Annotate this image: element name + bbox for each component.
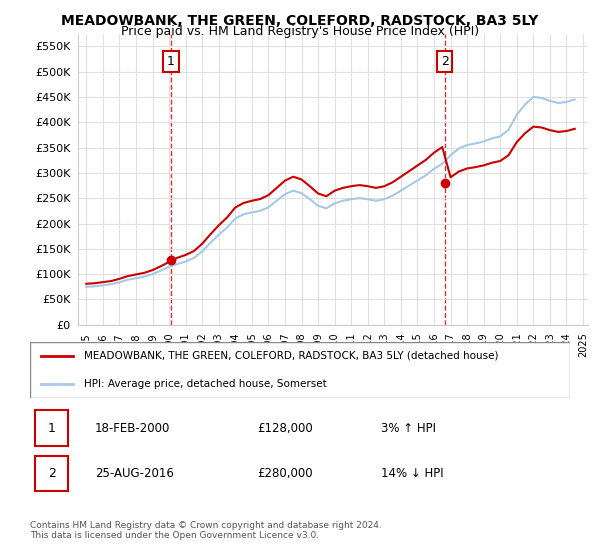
Text: 3% ↑ HPI: 3% ↑ HPI xyxy=(381,422,436,435)
Text: 18-FEB-2000: 18-FEB-2000 xyxy=(95,422,170,435)
Text: £128,000: £128,000 xyxy=(257,422,313,435)
FancyBboxPatch shape xyxy=(35,410,68,446)
Text: Contains HM Land Registry data © Crown copyright and database right 2024.
This d: Contains HM Land Registry data © Crown c… xyxy=(30,521,382,540)
Text: Price paid vs. HM Land Registry's House Price Index (HPI): Price paid vs. HM Land Registry's House … xyxy=(121,25,479,38)
FancyBboxPatch shape xyxy=(30,342,570,398)
Text: £280,000: £280,000 xyxy=(257,467,313,480)
Text: HPI: Average price, detached house, Somerset: HPI: Average price, detached house, Some… xyxy=(84,379,327,389)
Text: 2: 2 xyxy=(47,467,56,480)
Text: MEADOWBANK, THE GREEN, COLEFORD, RADSTOCK, BA3 5LY (detached house): MEADOWBANK, THE GREEN, COLEFORD, RADSTOC… xyxy=(84,351,499,361)
Text: 25-AUG-2016: 25-AUG-2016 xyxy=(95,467,173,480)
FancyBboxPatch shape xyxy=(35,456,68,491)
Text: 2: 2 xyxy=(441,55,449,68)
Text: 14% ↓ HPI: 14% ↓ HPI xyxy=(381,467,443,480)
Text: MEADOWBANK, THE GREEN, COLEFORD, RADSTOCK, BA3 5LY: MEADOWBANK, THE GREEN, COLEFORD, RADSTOC… xyxy=(61,14,539,28)
Text: 1: 1 xyxy=(167,55,175,68)
Text: 1: 1 xyxy=(47,422,56,435)
